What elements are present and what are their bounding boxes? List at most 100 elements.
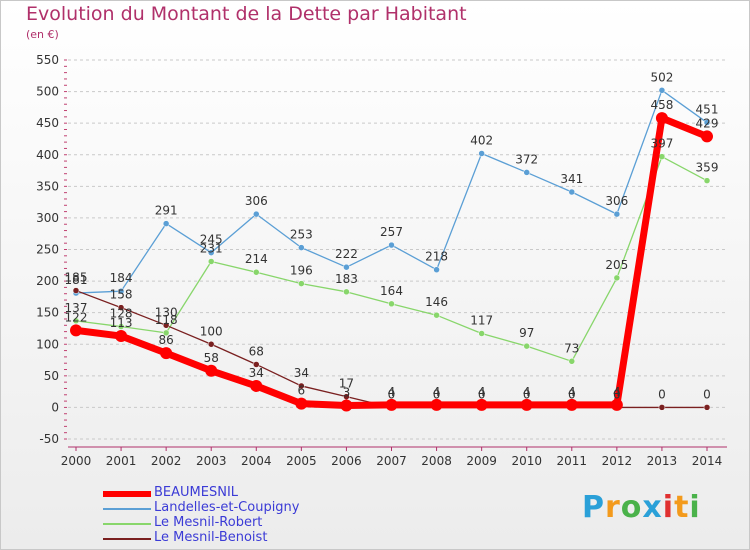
chart-title: Evolution du Montant de la Dette par Hab…	[26, 3, 467, 25]
x-tick-label: 2006	[331, 454, 362, 468]
y-tick-label: 550	[36, 53, 59, 67]
data-label: 183	[335, 272, 358, 286]
data-point	[117, 304, 125, 311]
data-label: 4	[523, 385, 531, 399]
data-point	[298, 382, 305, 390]
data-point	[658, 87, 666, 94]
logo-letter: i	[689, 490, 701, 525]
data-point	[298, 244, 305, 251]
data-point	[162, 220, 170, 227]
data-point	[385, 398, 398, 411]
y-tick-label: 100	[36, 337, 59, 351]
x-tick-label: 2002	[151, 454, 182, 468]
logo-letter: o	[620, 490, 643, 525]
data-label: 291	[155, 204, 178, 218]
data-label: 0	[523, 387, 531, 401]
y-tick-label: 0	[51, 400, 59, 414]
data-label: 4	[613, 385, 621, 399]
data-point	[703, 404, 711, 411]
data-label: 0	[388, 387, 396, 401]
x-tick-label: 2012	[602, 454, 633, 468]
data-point	[160, 347, 173, 360]
legend-item-mesnil-benoist: Le Mesnil-Benoist	[103, 530, 363, 546]
y-tick-label: 450	[36, 116, 59, 130]
data-point	[343, 288, 350, 296]
logo-letter: P	[582, 490, 605, 525]
legend-label: Le Mesnil-Benoist	[154, 530, 268, 545]
legend-item-landelles: Landelles-et-Coupigny	[103, 500, 363, 516]
data-label: 402	[470, 133, 493, 147]
data-point	[613, 274, 621, 282]
y-tick-label: 400	[36, 148, 59, 162]
data-point	[703, 119, 711, 126]
x-tick-label: 2001	[106, 454, 137, 468]
data-label: 306	[245, 194, 268, 208]
legend-swatch	[103, 491, 151, 497]
data-label: 196	[290, 264, 313, 278]
data-label: 0	[613, 387, 621, 401]
data-label: 122	[65, 310, 88, 324]
legend-swatch	[103, 523, 151, 525]
y-tick-label: 500	[36, 85, 59, 99]
y-tick-label: 50	[44, 369, 59, 383]
series-group	[70, 87, 713, 412]
x-tick-label: 2003	[196, 454, 227, 468]
data-label: 128	[110, 307, 133, 321]
legend-label: Landelles-et-Coupigny	[154, 500, 300, 515]
data-label: 68	[249, 344, 264, 358]
data-label: 164	[380, 284, 403, 298]
data-label: 146	[425, 295, 448, 309]
data-point	[250, 379, 263, 392]
data-label: 0	[478, 387, 486, 401]
x-tick-label: 2008	[421, 454, 452, 468]
data-label: 184	[110, 271, 133, 285]
data-label: 429	[696, 116, 719, 130]
data-point	[162, 329, 170, 337]
y-tick-label: 200	[36, 274, 59, 288]
data-label: 4	[388, 385, 396, 399]
data-point	[523, 342, 530, 350]
axes: -500501001502002503003504004505005502000…	[36, 53, 727, 468]
data-label: 451	[696, 103, 719, 117]
data-point	[655, 112, 668, 125]
data-label: 3	[343, 386, 351, 400]
data-point	[478, 150, 485, 157]
x-tick-label: 2009	[466, 454, 497, 468]
x-tick-label: 2010	[511, 454, 542, 468]
data-label: 245	[200, 233, 223, 247]
data-point	[658, 153, 666, 160]
x-tick-label: 2000	[61, 454, 92, 468]
data-point	[70, 324, 82, 337]
data-point	[433, 266, 440, 273]
data-label: 502	[650, 70, 673, 84]
data-point	[613, 210, 621, 218]
data-point	[610, 398, 623, 411]
data-label: 181	[65, 273, 88, 287]
data-label: 86	[159, 333, 174, 347]
data-point	[117, 287, 125, 295]
legend-label: BEAUMESNIL	[154, 485, 239, 500]
data-label: 118	[155, 313, 178, 327]
data-point	[115, 330, 128, 343]
data-point	[253, 268, 260, 276]
data-point	[565, 398, 578, 411]
data-point	[253, 210, 260, 218]
data-label: 6	[298, 384, 306, 398]
y-tick-label: 350	[36, 179, 59, 193]
data-label: 58	[204, 351, 219, 365]
data-label: 253	[290, 228, 313, 242]
legend-item-beaumesnil: BEAUMESNIL	[103, 485, 363, 501]
data-label: 17	[339, 377, 354, 391]
data-point	[568, 188, 576, 196]
data-label: 0	[568, 387, 576, 401]
data-point	[701, 130, 713, 143]
data-label: 4	[433, 385, 441, 399]
legend-item-mesnil-robert: Le Mesnil-Robert	[103, 515, 363, 531]
legend-swatch	[103, 508, 151, 510]
data-label: 4	[478, 385, 486, 399]
data-point	[523, 169, 530, 176]
data-label: 397	[650, 137, 673, 151]
data-point	[433, 311, 440, 319]
data-label: 113	[110, 316, 133, 330]
data-label: 359	[696, 161, 719, 175]
